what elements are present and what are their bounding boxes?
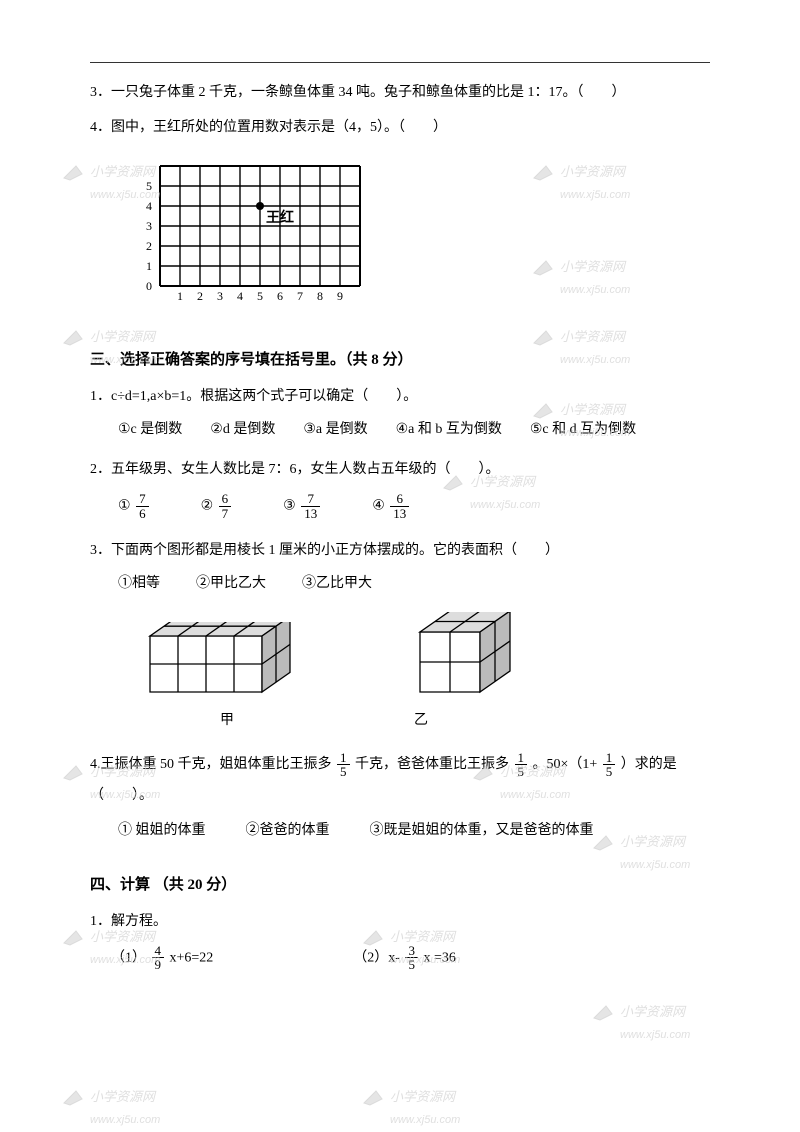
q4-text: 图中，王红所处的位置用数对表示是（4，5）。（ ） [111, 120, 447, 135]
svg-text:3: 3 [217, 289, 223, 303]
option-item: ④a 和 b 互为倒数 [396, 417, 502, 444]
question-4: 4．图中，王红所处的位置用数对表示是（4，5）。（ ） [90, 115, 710, 142]
header-rule [90, 62, 710, 63]
s3-q3-options: ①相等 ②甲比乙大 ③乙比甲大 [90, 571, 710, 598]
s3-q1: 1．c÷d=1,a×b=1。根据这两个式子可以确定（ ）。 ①c 是倒数 ②d 是… [90, 384, 710, 443]
frac-1-5-a: 15 [337, 751, 350, 779]
option-item: ④ 613 [372, 492, 411, 520]
s3-q2: 2．五年级男、女生人数比是 7：6，女生人数占五年级的（ ）。 ① 76 ② 67… [90, 457, 710, 520]
s3-q3: 3．下面两个图形都是用棱长 1 厘米的小正方体摆成的。它的表面积（ ） ①相等 ②… [90, 538, 710, 734]
cube-yi [410, 612, 520, 702]
s3-q4-mid2: 。50×（1+ [533, 757, 598, 772]
option-item: ③ 713 [283, 492, 322, 520]
s3-q4-mid1: 千克，爸爸体重比王振多 [355, 757, 509, 772]
option-item: ③既是姐姐的体重，又是爸爸的体重 [370, 816, 594, 847]
q3-text: 一只兔子体重 2 千克，一条鲸鱼体重 34 吨。兔子和鲸鱼体重的比是 1：17。… [111, 85, 626, 100]
option-item: ① 姐姐的体重 [118, 816, 206, 847]
watermark: 小学资源网www.xj5u.com [90, 1085, 160, 1131]
svg-text:2: 2 [197, 289, 203, 303]
svg-text:9: 9 [337, 289, 343, 303]
section-4-title: 四、计算 （共 20 分） [90, 871, 710, 900]
watermark: 小学资源网www.xj5u.com [620, 1000, 690, 1046]
section-3-title: 三、选择正确答案的序号填在括号里。（共 8 分） [90, 346, 710, 375]
option-item: ②甲比乙大 [196, 571, 266, 598]
svg-text:4: 4 [146, 199, 152, 213]
s3-q4-pre: 4.王振体重 50 千克，姐姐体重比王振多 [90, 757, 332, 772]
frac-1-5-b: 15 [515, 751, 528, 779]
svg-text:4: 4 [237, 289, 243, 303]
svg-text:2: 2 [146, 239, 152, 253]
svg-text:8: 8 [317, 289, 323, 303]
s3-q3-stem: 3．下面两个图形都是用棱长 1 厘米的小正方体摆成的。它的表面积（ ） [90, 538, 710, 565]
s3-q1-options: ①c 是倒数 ②d 是倒数 ③a 是倒数 ④a 和 b 互为倒数 ⑤c 和 d 互为倒数 [90, 417, 710, 444]
s3-q4-options: ① 姐姐的体重 ②爸爸的体重 ③既是姐姐的体重，又是爸爸的体重 [90, 816, 710, 847]
s3-q4: 4.王振体重 50 千克，姐姐体重比王振多 15 千克，爸爸体重比王振多 15 … [90, 750, 710, 846]
svg-text:5: 5 [257, 289, 263, 303]
eq-2: （2）x- 35 x =36 [353, 944, 456, 972]
svg-text:5: 5 [146, 179, 152, 193]
eq2-rest: x =36 [423, 950, 455, 965]
cube-labels: 甲 乙 [220, 708, 710, 735]
svg-text:6: 6 [277, 289, 283, 303]
svg-text:王红: 王红 [266, 209, 294, 226]
label-jia: 甲 [220, 708, 234, 735]
watermark: 小学资源网www.xj5u.com [390, 1085, 460, 1131]
svg-text:7: 7 [297, 289, 303, 303]
q3-num: 3． [90, 85, 111, 100]
equations-row: （1） 49 x+6=22 （2）x- 35 x =36 [90, 944, 710, 972]
s3-q2-stem: 2．五年级男、女生人数比是 7：6，女生人数占五年级的（ ）。 [90, 457, 710, 484]
svg-text:3: 3 [146, 219, 152, 233]
s4-q1: 1．解方程。 [90, 909, 710, 936]
coordinate-grid: 123456789012345王红 [130, 151, 710, 322]
cube-jia [140, 622, 320, 702]
option-item: ① 76 [118, 492, 151, 520]
label-yi: 乙 [414, 708, 428, 735]
option-item: ②d 是倒数 [210, 417, 275, 444]
eq-1: （1） 49 x+6=22 [111, 944, 213, 972]
option-item: ⑤c 和 d 互为倒数 [530, 417, 636, 444]
grid-svg: 123456789012345王红 [130, 151, 380, 311]
option-item: ③乙比甲大 [302, 571, 372, 598]
eq1-label: （1） [111, 950, 146, 965]
option-item: ②爸爸的体重 [246, 816, 330, 847]
option-item: ①c 是倒数 [118, 417, 182, 444]
svg-text:0: 0 [146, 279, 152, 293]
s3-q2-options: ① 76 ② 67 ③ 713 ④ 613 [90, 492, 710, 520]
eq2-label: （2）x- [353, 950, 400, 965]
svg-text:1: 1 [146, 259, 152, 273]
frac-3-5: 35 [405, 944, 418, 972]
option-item: ①相等 [118, 571, 160, 598]
frac-4-9: 49 [152, 944, 165, 972]
option-item: ② 67 [201, 492, 234, 520]
svg-text:1: 1 [177, 289, 183, 303]
frac-1-5-c: 15 [603, 751, 616, 779]
s3-q1-stem: 1．c÷d=1,a×b=1。根据这两个式子可以确定（ ）。 [90, 384, 710, 411]
option-item: ③a 是倒数 [303, 417, 367, 444]
cubes-figures [140, 612, 710, 702]
eq1-rest: x+6=22 [170, 950, 214, 965]
q4-num: 4． [90, 120, 111, 135]
question-3: 3．一只兔子体重 2 千克，一条鲸鱼体重 34 吨。兔子和鲸鱼体重的比是 1：1… [90, 80, 710, 107]
